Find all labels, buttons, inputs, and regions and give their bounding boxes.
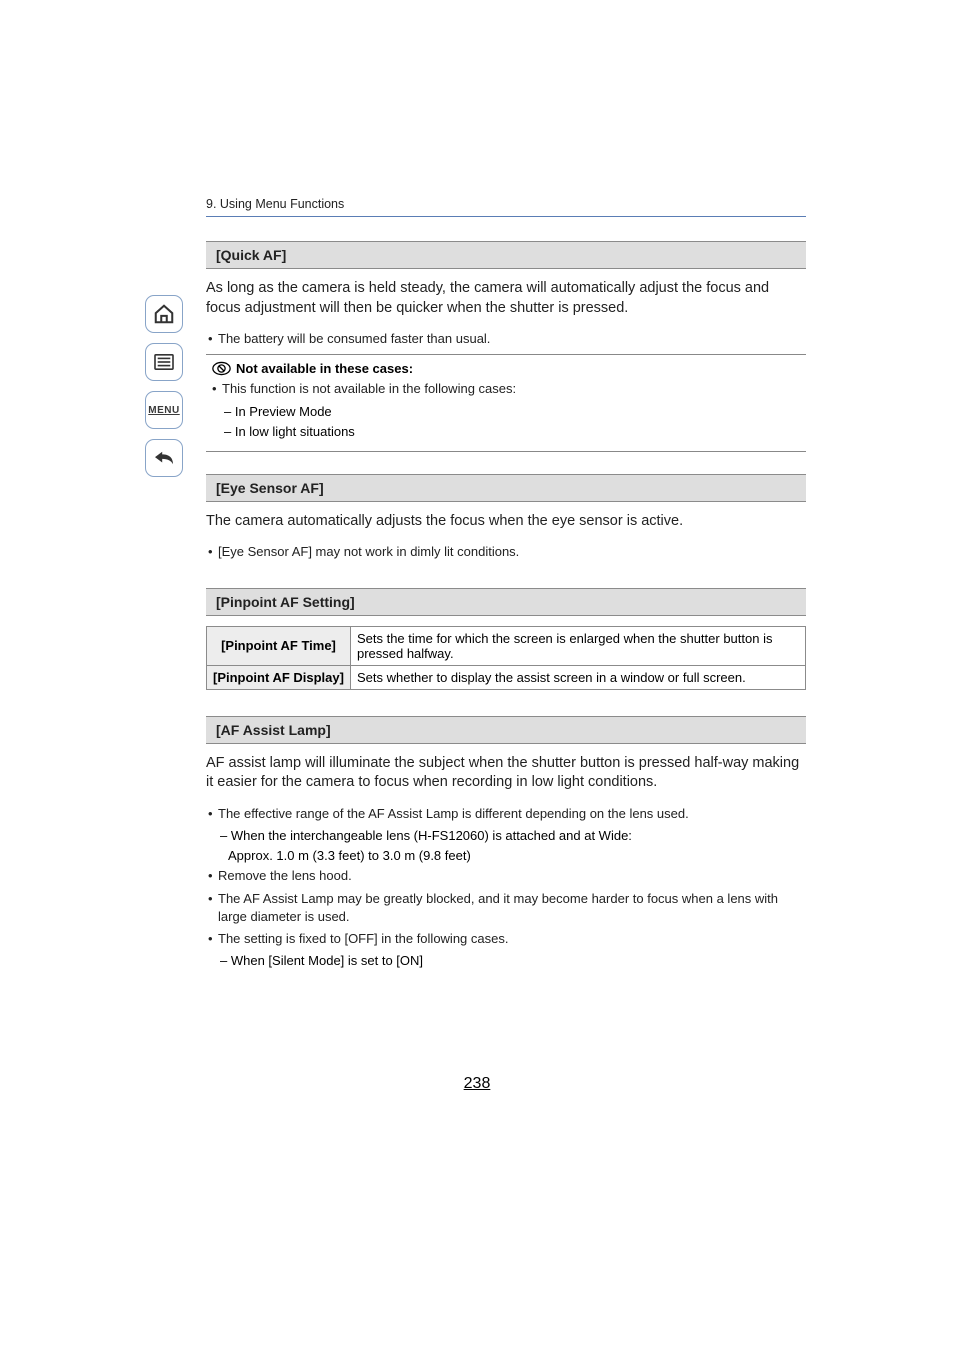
table-row: [Pinpoint AF Display] Sets whether to di… <box>207 665 806 689</box>
af-d1: – When the interchangeable lens (H-FS120… <box>206 827 806 845</box>
table-row: [Pinpoint AF Time] Sets the time for whi… <box>207 626 806 665</box>
back-icon[interactable] <box>145 439 183 477</box>
pinpoint-time-desc: Sets the time for which the screen is en… <box>350 626 805 665</box>
chapter-heading: 9. Using Menu Functions <box>206 197 806 217</box>
eye-sensor-note: [Eye Sensor AF] may not work in dimly li… <box>206 543 806 561</box>
pinpoint-display-label: [Pinpoint AF Display] <box>207 665 351 689</box>
contents-icon[interactable] <box>145 343 183 381</box>
pinpoint-display-desc: Sets whether to display the assist scree… <box>350 665 805 689</box>
na-dash2: – In low light situations <box>210 423 802 441</box>
pinpoint-table: [Pinpoint AF Time] Sets the time for whi… <box>206 626 806 690</box>
menu-label: MENU <box>148 405 179 416</box>
prohibit-icon <box>212 361 231 376</box>
not-available-label: Not available in these cases: <box>236 361 413 376</box>
af-b3: The AF Assist Lamp may be greatly blocke… <box>206 890 806 926</box>
page-number: 238 <box>0 1075 954 1093</box>
section-eye-sensor: [Eye Sensor AF] <box>206 474 806 502</box>
page-content: 9. Using Menu Functions [Quick AF] As lo… <box>206 197 806 972</box>
home-icon[interactable] <box>145 295 183 333</box>
not-available-block: Not available in these cases: This funct… <box>206 354 806 452</box>
na-dash1: – In Preview Mode <box>210 403 802 421</box>
pinpoint-time-label: [Pinpoint AF Time] <box>207 626 351 665</box>
af-b4: The setting is fixed to [OFF] in the fol… <box>206 930 806 948</box>
af-assist-desc: AF assist lamp will illuminate the subje… <box>206 754 806 793</box>
af-d2: – When [Silent Mode] is set to [ON] <box>206 952 806 970</box>
quick-af-desc: As long as the camera is held steady, th… <box>206 279 806 318</box>
eye-sensor-desc: The camera automatically adjusts the foc… <box>206 512 806 532</box>
af-b2: Remove the lens hood. <box>206 867 806 885</box>
not-available-header: Not available in these cases: <box>210 361 802 376</box>
section-quick-af: [Quick AF] <box>206 241 806 269</box>
quick-af-battery: The battery will be consumed faster than… <box>206 330 806 348</box>
sidebar: MENU <box>145 295 183 477</box>
section-af-assist: [AF Assist Lamp] <box>206 716 806 744</box>
af-d1l2: Approx. 1.0 m (3.3 feet) to 3.0 m (9.8 f… <box>206 847 806 865</box>
na-bullet: This function is not available in the fo… <box>210 380 802 398</box>
menu-icon[interactable]: MENU <box>145 391 183 429</box>
section-pinpoint: [Pinpoint AF Setting] <box>206 588 806 616</box>
af-b1: The effective range of the AF Assist Lam… <box>206 805 806 823</box>
